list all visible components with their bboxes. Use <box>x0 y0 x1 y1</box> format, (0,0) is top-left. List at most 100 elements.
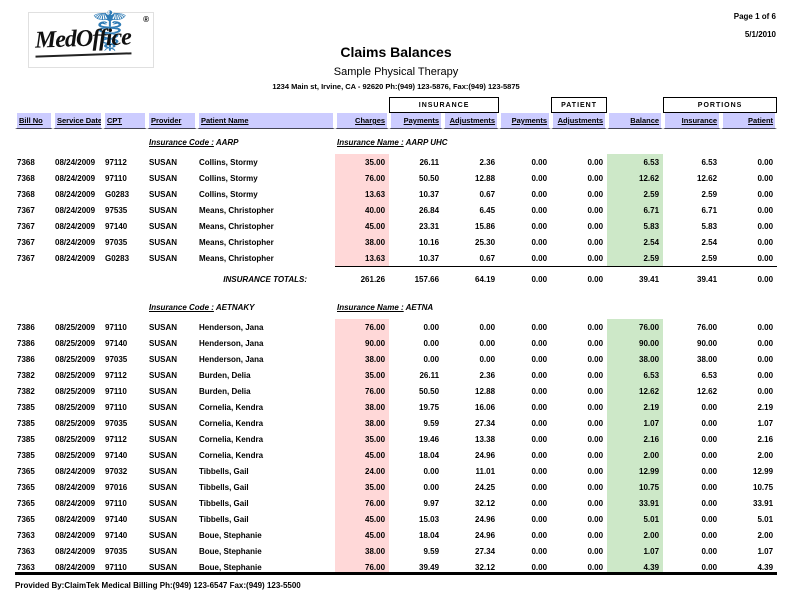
cell-charges: 76.00 <box>335 559 390 575</box>
cell-provider: SUSAN <box>149 173 178 183</box>
cell-ins-payments: 26.11 <box>419 157 440 167</box>
insurance-code: Insurance Code : AARP <box>147 129 335 154</box>
insurance-code: Insurance Code : AETNAKY <box>147 294 335 319</box>
cell-provider: SUSAN <box>149 434 178 444</box>
total-pat-payments: 0.00 <box>499 266 552 294</box>
cell-ins-payments: 10.37 <box>419 253 440 263</box>
cell-pat-payments: 0.00 <box>531 322 548 332</box>
cell-pat-payments: 0.00 <box>531 530 548 540</box>
cell-patient-name: Means, Christopher <box>199 221 274 231</box>
cell-ins-payments: 0.00 <box>423 482 440 492</box>
practice-address: 1234 Main st, Irvine, CA - 92620 Ph:(949… <box>272 82 520 91</box>
page-number: Page 1 of 6 <box>733 12 776 21</box>
col-service-date: Service Date <box>53 113 103 129</box>
cell-service-date: 08/25/2009 <box>55 450 96 460</box>
cell-balance: 10.75 <box>607 479 664 495</box>
cell-bill-no: 7365 <box>17 498 35 508</box>
col-ins-adjustments: Adjustments <box>443 113 500 129</box>
insurance-code-value: AETNAKY <box>213 303 255 312</box>
table-row: 7368 08/24/2009 97112 SUSAN Collins, Stormy 3… <box>15 154 777 170</box>
cell-ins-payments: 23.31 <box>419 221 440 231</box>
cell-bill-no: 7386 <box>17 338 35 348</box>
cell-service-date: 08/24/2009 <box>55 189 96 199</box>
table-row: 7367 08/24/2009 97140 SUSAN Means, Christoph… <box>15 218 777 234</box>
cell-balance: 12.62 <box>607 170 664 186</box>
cell-cpt: 97110 <box>105 402 127 412</box>
cell-cpt: 97140 <box>105 514 128 524</box>
cell-portion-insurance: 5.83 <box>701 221 718 231</box>
cell-provider: SUSAN <box>149 482 178 492</box>
cell-patient-name: Burden, Delia <box>199 386 251 396</box>
cell-balance: 76.00 <box>607 319 664 335</box>
col-portion-insurance: Insurance <box>663 113 722 129</box>
cell-ins-adjustments: 16.06 <box>475 402 496 412</box>
cell-pat-adjustments: 0.00 <box>587 221 604 231</box>
cell-service-date: 08/25/2009 <box>55 434 96 444</box>
cell-balance: 6.71 <box>607 202 664 218</box>
cell-pat-adjustments: 0.00 <box>587 434 604 444</box>
cell-service-date: 08/25/2009 <box>55 338 96 348</box>
group-header-portions: PORTIONS <box>663 97 778 113</box>
cell-service-date: 08/24/2009 <box>55 514 96 524</box>
cell-balance: 2.19 <box>607 399 664 415</box>
cell-ins-adjustments: 12.88 <box>475 386 496 396</box>
cell-charges: 35.00 <box>335 154 390 170</box>
cell-ins-payments: 19.46 <box>419 434 440 444</box>
table-row: 7368 08/24/2009 97110 SUSAN Collins, Stormy 7… <box>15 170 777 186</box>
cell-cpt: 97110 <box>105 173 127 183</box>
cell-charges: 13.63 <box>335 250 390 266</box>
table-row: 7368 08/24/2009 G0283 SUSAN Collins, Stormy 1… <box>15 186 777 202</box>
cell-service-date: 08/25/2009 <box>55 354 96 364</box>
cell-charges: 45.00 <box>335 447 390 463</box>
cell-cpt: 97140 <box>105 221 128 231</box>
cell-service-date: 08/24/2009 <box>55 530 96 540</box>
total-ins-payments: 157.66 <box>389 266 444 294</box>
cell-cpt: G0283 <box>105 189 130 199</box>
col-charges: Charges <box>335 113 390 129</box>
cell-service-date: 08/24/2009 <box>55 498 96 508</box>
report-footer: Provided By:ClaimTek Medical Billing Ph:… <box>15 572 777 590</box>
logo-text: MedOffice <box>34 24 132 58</box>
cell-service-date: 08/24/2009 <box>55 546 96 556</box>
table-row: 7382 08/25/2009 97112 SUSAN Burden, Delia 35.… <box>15 367 777 383</box>
cell-provider: SUSAN <box>149 386 178 396</box>
cell-ins-adjustments: 2.36 <box>479 157 496 167</box>
col-pat-payments: Payments <box>499 113 552 129</box>
total-charges: 261.26 <box>335 266 390 294</box>
cell-pat-payments: 0.00 <box>531 498 548 508</box>
cell-portion-insurance: 0.00 <box>701 450 718 460</box>
cell-provider: SUSAN <box>149 546 178 556</box>
col-bill-no: Bill No <box>15 113 53 129</box>
table-row: 7385 08/25/2009 97110 SUSAN Cornelia, Kendra… <box>15 399 777 415</box>
cell-charges: 76.00 <box>335 495 390 511</box>
cell-portion-patient: 33.91 <box>753 498 774 508</box>
medoffice-logo: ☤ MedOffice ® <box>28 5 154 68</box>
cell-ins-payments: 26.84 <box>419 205 440 215</box>
cell-provider: SUSAN <box>149 370 178 380</box>
cell-provider: SUSAN <box>149 418 178 428</box>
cell-service-date: 08/24/2009 <box>55 253 96 263</box>
cell-patient-name: Boue, Stephanie <box>199 546 262 556</box>
cell-provider: SUSAN <box>149 205 178 215</box>
registered-mark: ® <box>143 15 149 24</box>
cell-ins-payments: 26.11 <box>419 370 440 380</box>
cell-pat-payments: 0.00 <box>531 253 548 263</box>
cell-portion-insurance: 0.00 <box>701 514 718 524</box>
cell-ins-payments: 9.59 <box>423 418 440 428</box>
col-provider: Provider <box>147 113 197 129</box>
table-row: 7365 08/24/2009 97110 SUSAN Tibbells, Gail 76… <box>15 495 777 511</box>
cell-provider: SUSAN <box>149 514 178 524</box>
cell-portion-patient: 0.00 <box>757 221 774 231</box>
insurance-totals-row: INSURANCE TOTALS: 261.26 157.66 64.19 0.00 0.… <box>15 266 778 294</box>
cell-balance: 33.91 <box>607 495 664 511</box>
cell-patient-name: Burden, Delia <box>199 370 251 380</box>
cell-ins-adjustments: 0.67 <box>479 253 496 263</box>
cell-bill-no: 7367 <box>17 221 35 231</box>
cell-cpt: 97112 <box>105 434 127 444</box>
cell-pat-payments: 0.00 <box>531 418 548 428</box>
cell-portion-patient: 0.00 <box>757 354 774 364</box>
cell-ins-payments: 50.50 <box>419 173 440 183</box>
cell-bill-no: 7386 <box>17 322 35 332</box>
cell-service-date: 08/25/2009 <box>55 402 96 412</box>
cell-ins-payments: 0.00 <box>423 354 440 364</box>
